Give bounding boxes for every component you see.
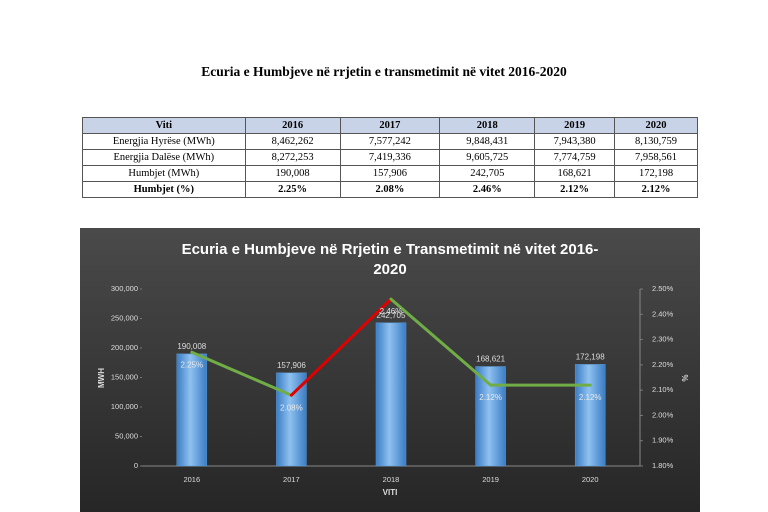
line-segment bbox=[389, 297, 493, 387]
data-table: Viti 2016 2017 2018 2019 2020 Energjia Hyrëse… bbox=[82, 117, 698, 198]
table-cell: 2.12% bbox=[614, 181, 698, 198]
line-value-label: 2.08% bbox=[280, 403, 303, 412]
table-cell: 168,621 bbox=[534, 165, 616, 182]
y2-tick-label: 2.00% bbox=[652, 410, 674, 419]
y2-tick-label: 2.10% bbox=[652, 385, 674, 394]
table-cell: 7,958,561 bbox=[614, 149, 698, 166]
x-axis-label: VITI bbox=[383, 488, 398, 497]
table-cell: 7,419,336 bbox=[339, 149, 441, 166]
y2-tick-label: 2.20% bbox=[652, 360, 674, 369]
x-tick-label: 2019 bbox=[482, 475, 499, 484]
bar-value-label: 172,198 bbox=[576, 353, 605, 362]
table-cell: 7,577,242 bbox=[339, 133, 441, 150]
bar-value-label: 242,705 bbox=[377, 311, 406, 320]
table-cell: 9,848,431 bbox=[439, 133, 536, 150]
y-tick-label: 300,000 bbox=[111, 284, 138, 293]
document-title: Ecuria e Humbjeve në rrjetin e transmeti… bbox=[201, 64, 567, 79]
table-row: Humbjet (%) 2.25% 2.08% 2.46% 2.12% 2.12% bbox=[82, 181, 698, 198]
bar bbox=[475, 366, 506, 467]
bar-value-label: 157,906 bbox=[277, 361, 306, 370]
x-tick-label: 2017 bbox=[283, 475, 300, 484]
chart: Ecuria e Humbjeve në Rrjetin e Transmeti… bbox=[80, 228, 700, 512]
table-cell: 2.12% bbox=[534, 181, 616, 198]
y-axis-label: MWH bbox=[97, 368, 106, 388]
y2-tick-label: 2.40% bbox=[652, 309, 674, 318]
table-cell: 9,605,725 bbox=[439, 149, 536, 166]
x-tick-label: 2020 bbox=[582, 475, 599, 484]
y2-tick-label: 2.50% bbox=[652, 284, 674, 293]
bar bbox=[176, 353, 208, 467]
y2-tick-label: 2.30% bbox=[652, 335, 674, 344]
y-tick-label: 250,000 bbox=[111, 313, 138, 322]
bar bbox=[375, 322, 407, 467]
y2-tick-label: 1.90% bbox=[652, 436, 674, 445]
header-cell: 2017 bbox=[339, 117, 441, 134]
y-tick-label: 150,000 bbox=[111, 372, 138, 381]
chart-title: Ecuria e Humbjeve në Rrjetin e Transmeti… bbox=[182, 241, 599, 278]
y2-tick-label: 1.80% bbox=[652, 461, 674, 470]
line-value-label: 2.12% bbox=[479, 393, 502, 402]
table-cell: 2.46% bbox=[439, 181, 536, 198]
table-cell: 172,198 bbox=[614, 165, 698, 182]
table-row: Energjia Hyrëse (MWh) 8,462,262 7,577,242 9… bbox=[82, 133, 698, 150]
line-segment bbox=[289, 297, 393, 397]
y-tick-label: 200,000 bbox=[111, 343, 138, 352]
table-cell: 7,774,759 bbox=[534, 149, 616, 166]
bar bbox=[276, 372, 307, 467]
header-cell: 2020 bbox=[614, 117, 698, 134]
table-cell: Humbjet (%) bbox=[82, 181, 246, 198]
header-cell: 2016 bbox=[244, 117, 341, 134]
table-cell: 2.08% bbox=[339, 181, 441, 198]
bar bbox=[574, 364, 606, 467]
line-value-label: 2.25% bbox=[180, 360, 203, 369]
table-cell: 8,462,262 bbox=[244, 133, 341, 150]
header-cell: 2018 bbox=[439, 117, 536, 134]
table-cell: 242,705 bbox=[439, 165, 536, 182]
table-row: Humbjet (MWh) 190,008 157,906 242,705 168,62… bbox=[82, 165, 698, 182]
header-cell: Viti bbox=[82, 117, 246, 134]
bar-value-label: 190,008 bbox=[177, 342, 206, 351]
table-row: Energjia Dalëse (MWh) 8,272,253 7,419,336 9… bbox=[82, 149, 698, 166]
x-tick-label: 2018 bbox=[383, 475, 400, 484]
table-header: Viti 2016 2017 2018 2019 2020 bbox=[82, 117, 698, 134]
table-cell: 8,130,759 bbox=[614, 133, 698, 150]
table-cell: Humbjet (MWh) bbox=[82, 165, 246, 182]
y-tick-label: 50,000 bbox=[115, 431, 138, 440]
table-cell: Energjia Hyrëse (MWh) bbox=[82, 133, 246, 150]
table-cell: 7,943,380 bbox=[534, 133, 616, 150]
y-tick-label: 100,000 bbox=[111, 402, 138, 411]
table-cell: 2.25% bbox=[244, 181, 341, 198]
table-cell: 8,272,253 bbox=[244, 149, 341, 166]
y2-axis-label: % bbox=[680, 374, 689, 381]
table-cell: 190,008 bbox=[244, 165, 341, 182]
header-cell: 2019 bbox=[534, 117, 616, 134]
line-segment bbox=[190, 350, 293, 397]
y-tick-label: 0 bbox=[134, 461, 138, 470]
table-body: Energjia Hyrëse (MWh) 8,462,262 7,577,242 9… bbox=[82, 133, 698, 198]
table-cell: Energjia Dalëse (MWh) bbox=[82, 149, 246, 166]
bar-value-label: 168,621 bbox=[476, 355, 505, 364]
line-value-label: 2.12% bbox=[579, 393, 602, 402]
table-cell: 157,906 bbox=[339, 165, 441, 182]
line-value-label: 2.46% bbox=[380, 307, 403, 316]
x-tick-label: 2016 bbox=[183, 475, 200, 484]
